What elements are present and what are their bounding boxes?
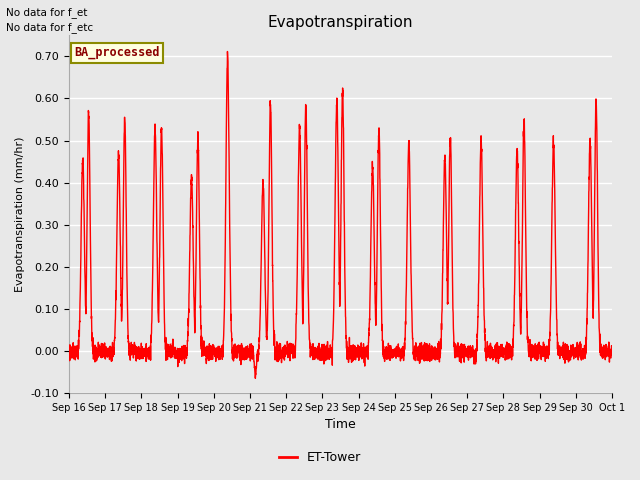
Text: No data for f_etc: No data for f_etc <box>6 22 93 33</box>
Title: Evapotranspiration: Evapotranspiration <box>268 15 413 30</box>
Text: BA_processed: BA_processed <box>74 46 160 60</box>
Text: No data for f_et: No data for f_et <box>6 7 88 18</box>
Y-axis label: Evapotranspiration (mm/hr): Evapotranspiration (mm/hr) <box>15 136 25 292</box>
X-axis label: Time: Time <box>325 419 356 432</box>
Legend: ET-Tower: ET-Tower <box>273 446 367 469</box>
